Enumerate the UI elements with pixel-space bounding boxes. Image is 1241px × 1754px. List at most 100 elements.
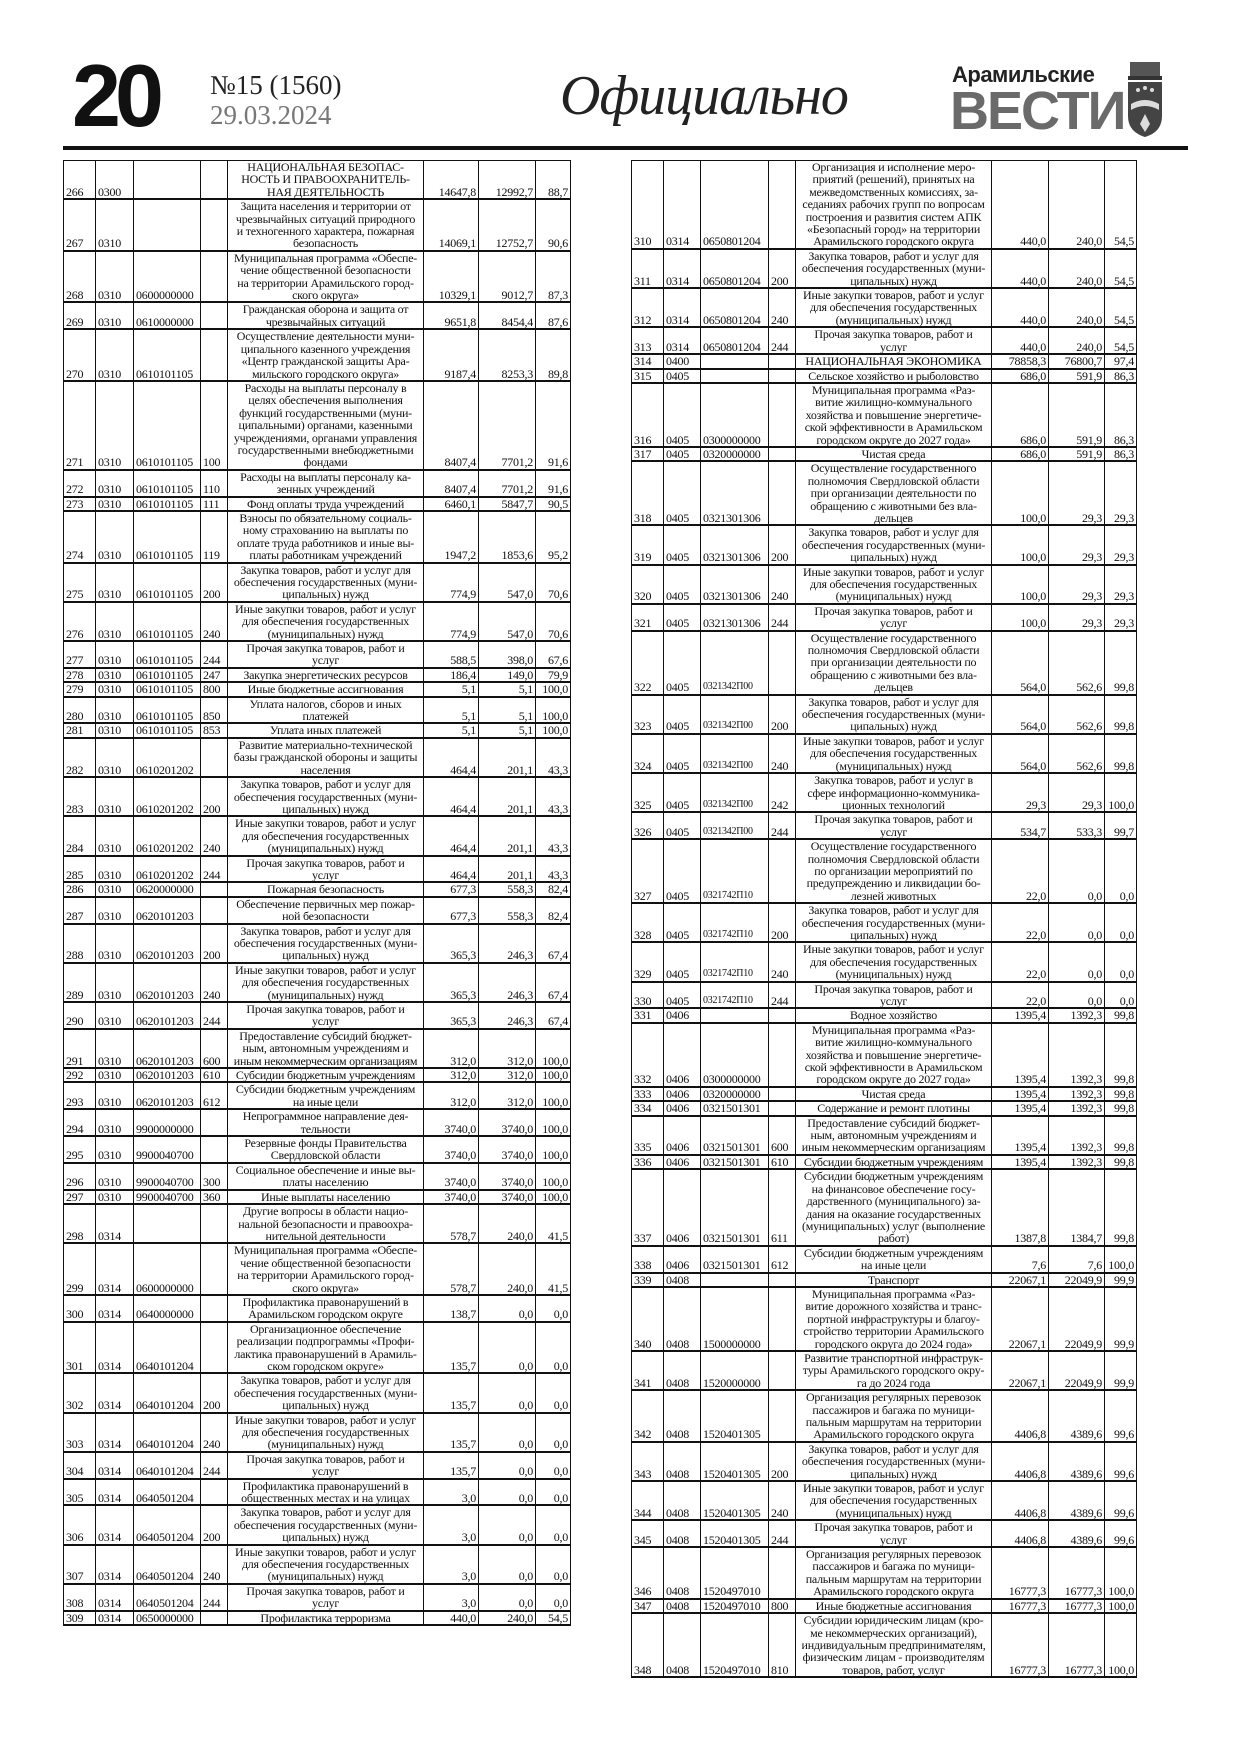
target-code: 0620101203 (133, 1001, 201, 1030)
execution-percent: 0,0 (535, 1412, 571, 1453)
row-number: 268 (63, 250, 96, 303)
expense-type (768, 630, 796, 696)
target-code (133, 160, 201, 200)
execution-percent: 29,3 (1104, 524, 1137, 566)
item-name: Профилактика терроризма (227, 1610, 424, 1626)
row-number: 325 (631, 772, 664, 813)
row-number: 305 (63, 1478, 96, 1506)
planned-amount: 1395,4 (991, 1154, 1049, 1170)
expense-type: 200 (200, 562, 228, 603)
execution-percent: 99,9 (1104, 1286, 1137, 1352)
expense-type: 611 (768, 1168, 796, 1247)
table-row: 300 0314 0640000000 Профилактика правонаруш… (63, 1294, 571, 1323)
execution-percent: 43,3 (535, 815, 571, 857)
table-row: 348 0408 1520497010 810 Субсидии юридическим… (631, 1612, 1137, 1678)
row-number: 279 (63, 681, 96, 698)
table-row: 316 0405 0300000000 Муниципальная программа… (631, 382, 1137, 448)
actual-amount: 562,6 (1048, 733, 1105, 774)
execution-percent: 99,8 (1104, 1154, 1137, 1170)
expense-type: 244 (200, 1001, 228, 1030)
row-number: 290 (63, 1001, 96, 1030)
section-code: 0310 (95, 250, 134, 303)
planned-amount: 312,0 (423, 1067, 479, 1083)
table-row: 325 0405 0321342П00 242 Закупка товаров, раб… (631, 772, 1137, 813)
execution-percent: 43,3 (535, 737, 571, 778)
execution-percent: 99,6 (1104, 1519, 1137, 1548)
section-code: 0314 (663, 159, 701, 250)
row-number: 284 (63, 815, 96, 857)
target-code (133, 1203, 201, 1244)
execution-percent: 89,8 (535, 328, 571, 382)
item-name: Непрограммное направление дея- тельности (227, 1108, 424, 1137)
expense-type: 240 (768, 564, 796, 605)
section-code: 0405 (663, 811, 701, 840)
execution-percent: 54,5 (1104, 248, 1137, 289)
actual-amount: 1384,7 (1048, 1168, 1105, 1247)
planned-amount: 3740,0 (423, 1162, 479, 1191)
expense-type: 200 (768, 694, 796, 735)
execution-percent: 99,9 (1104, 1272, 1137, 1288)
execution-percent: 0,0 (1104, 981, 1137, 1009)
section-code: 0405 (663, 564, 701, 605)
table-row: 323 0405 0321342П00 200 Закупка товаров, раб… (631, 694, 1137, 735)
actual-amount: 12752,7 (478, 198, 536, 252)
actual-amount: 5,1 (478, 722, 536, 739)
item-name: Иные закупки товаров, работ и услуг для … (795, 733, 992, 774)
actual-amount: 0,0 (1048, 941, 1105, 983)
item-name: Закупка товаров, работ и услуг для обесп… (795, 1441, 992, 1482)
item-name: Транспорт (795, 1272, 992, 1288)
item-name: Прочая закупка товаров, работ и услуг (795, 811, 992, 840)
target-code: 0610101105 (133, 496, 201, 512)
target-code: 0620000000 (133, 881, 201, 898)
table-row: 331 0406 Водное хозяйство 1395,4 1392,3 99,8 (631, 1007, 1137, 1024)
execution-percent: 82,4 (535, 881, 571, 898)
planned-amount: 9187,4 (423, 328, 479, 382)
actual-amount: 591,9 (1048, 382, 1105, 448)
planned-amount: 464,4 (423, 815, 479, 857)
actual-amount: 1392,3 (1048, 1100, 1105, 1117)
item-name: Организация регулярных перевозок пассажи… (795, 1546, 992, 1600)
planned-amount: 4406,8 (991, 1519, 1049, 1548)
expense-type: 200 (200, 1372, 228, 1414)
planned-amount: 3,0 (423, 1583, 479, 1612)
expense-type (200, 1108, 228, 1137)
actual-amount: 246,3 (478, 962, 536, 1003)
target-code: 0620101203 (133, 1067, 201, 1083)
table-row: 308 0314 0640501204 244 Прочая закупка товар… (63, 1583, 571, 1612)
planned-amount: 686,0 (991, 446, 1049, 462)
target-code: 0610101105 (133, 328, 201, 382)
expense-type (768, 1100, 796, 1117)
actual-amount: 0,0 (478, 1412, 536, 1453)
row-number: 299 (63, 1242, 96, 1296)
actual-amount: 76800,7 (1048, 353, 1105, 370)
actual-amount: 558,3 (478, 881, 536, 898)
section-code: 0310 (95, 696, 134, 724)
execution-percent: 82,4 (535, 896, 571, 925)
execution-percent: 0,0 (535, 1321, 571, 1374)
section-code: 0314 (95, 1242, 134, 1296)
actual-amount: 0,0 (478, 1372, 536, 1414)
target-code: 1520401305 (700, 1441, 769, 1482)
actual-amount: 312,0 (478, 1028, 536, 1069)
target-code: 0321501301 (700, 1245, 769, 1274)
item-name: Содержание и ремонт плотины (795, 1100, 992, 1117)
planned-amount: 22067,1 (991, 1286, 1049, 1352)
planned-amount: 578,7 (423, 1203, 479, 1244)
planned-amount: 3,0 (423, 1504, 479, 1546)
target-code: 0300000000 (700, 1022, 769, 1088)
expense-type: 111 (200, 496, 228, 512)
planned-amount: 588,5 (423, 640, 479, 669)
planned-amount: 578,7 (423, 1242, 479, 1296)
expense-type: 100 (200, 380, 228, 471)
planned-amount: 100,0 (991, 564, 1049, 605)
row-number: 329 (631, 941, 664, 983)
row-number: 301 (63, 1321, 96, 1374)
expense-type: 119 (200, 510, 228, 564)
planned-amount: 4406,8 (991, 1441, 1049, 1482)
table-row: 296 0310 9900040700 300 Социальное обеспечен… (63, 1162, 571, 1191)
item-name: Субсидии бюджетным учреждениям на иные ц… (227, 1081, 424, 1110)
section-code: 0408 (663, 1350, 701, 1391)
target-code: 0610101105 (133, 510, 201, 564)
expense-type: 242 (768, 772, 796, 813)
item-name: Прочая закупка товаров, работ и услуг (795, 603, 992, 632)
